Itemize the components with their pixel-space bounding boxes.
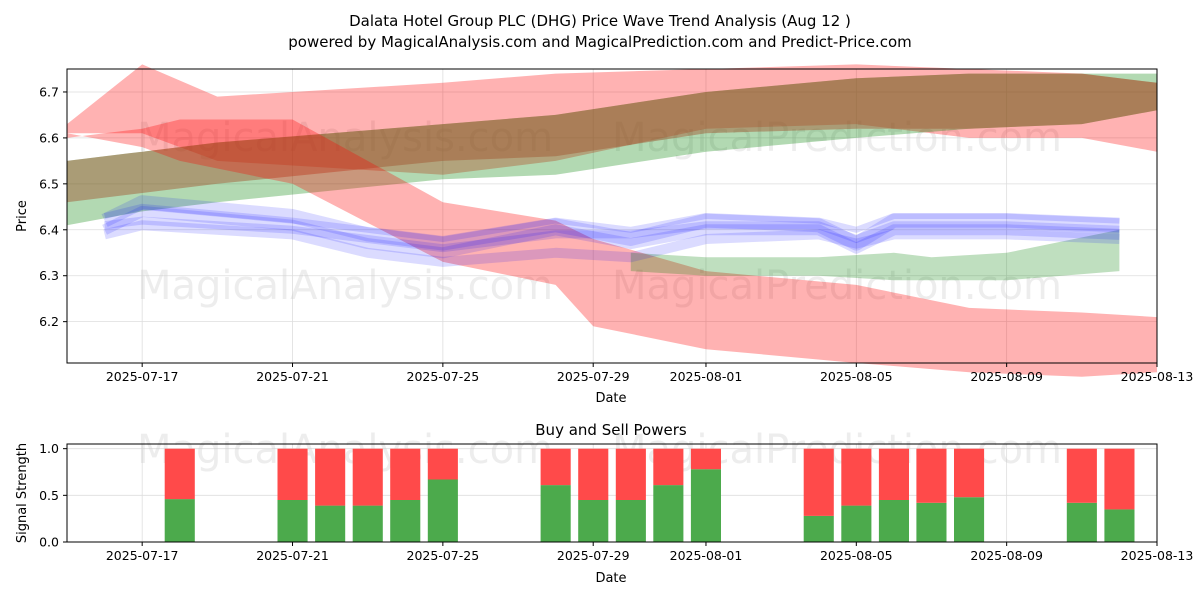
sell-power-bar [164, 448, 195, 500]
blue-wave-line [101, 195, 1120, 251]
sell-power-bar [916, 448, 947, 503]
bottom-axes: 2025-07-17 2025-07-21 2025-07-25 2025-07-29… [39, 441, 1193, 563]
sell-power-bar [277, 448, 308, 500]
sell-power-bar [427, 448, 458, 480]
buy-power-bar [916, 502, 947, 542]
bottom-x-tick-label: 2025-07-25 [407, 548, 480, 563]
bottom-y-tick-label: 1.0 [39, 441, 59, 456]
bottom-y-tick-label: 0.0 [39, 535, 59, 550]
top-y-tick-label: 6.6 [39, 130, 59, 145]
bottom-x-tick-label: 2025-08-13 [1121, 548, 1194, 563]
blue-wave-line [102, 205, 1120, 259]
green-upper-band [67, 73, 1157, 226]
sell-power-bar [954, 448, 985, 498]
watermark-text: MagicalAnalysis.com [137, 115, 553, 161]
brown-overlap-band [67, 73, 1157, 203]
top-x-tick-label: 2025-07-29 [557, 369, 630, 384]
top-x-tick-label: 2025-07-21 [256, 369, 329, 384]
buy-power-bar [653, 485, 684, 542]
top-y-tick-label: 6.5 [39, 176, 59, 191]
bottom-x-tick-label: 2025-08-05 [820, 548, 893, 563]
sell-power-bar [690, 448, 721, 470]
top-y-axis-label: Price [15, 200, 30, 232]
bottom-x-tick-label: 2025-07-21 [256, 548, 329, 563]
blue-wave-line [104, 216, 1120, 253]
wave-lines [101, 195, 1120, 267]
sell-power-bar [1066, 448, 1097, 503]
top-x-tick-label: 2025-08-05 [820, 369, 893, 384]
buy-power-bar [427, 479, 458, 542]
bottom-x-axis-label: Date [595, 571, 626, 586]
top-y-tick-label: 6.7 [39, 84, 59, 99]
bottom-x-tick-label: 2025-08-01 [670, 548, 743, 563]
sell-power-bar [615, 448, 646, 500]
buy-power-bar [578, 500, 609, 542]
red-lower-band [67, 119, 1157, 377]
buy-power-bar [841, 505, 872, 542]
top-plot-frame [66, 68, 1158, 364]
top-gridlines [67, 69, 1158, 363]
bottom-y-axis-label: Signal Strength [15, 443, 30, 543]
top-y-tick-label: 6.4 [39, 222, 59, 237]
buy-power-bar [352, 505, 383, 542]
blue-wave-line [103, 203, 1120, 242]
bottom-x-tick-label: 2025-08-09 [970, 548, 1043, 563]
top-axes: 2025-07-17 2025-07-21 2025-07-25 2025-07-29… [39, 68, 1194, 384]
bottom-x-tick-label: 2025-07-29 [557, 548, 630, 563]
sell-power-bar [578, 448, 609, 500]
watermark-text: MagicalPrediction.com [612, 115, 1062, 161]
red-upper-band [67, 64, 1157, 175]
sell-power-bar [878, 448, 909, 500]
buy-power-bar [315, 505, 346, 542]
top-y-tick-label: 6.2 [39, 314, 59, 329]
chart-subtitle: powered by MagicalAnalysis.com and Magic… [288, 33, 912, 51]
price-wave-panel: MagicalAnalysis.com MagicalPrediction.com… [15, 64, 1193, 406]
watermark-text: MagicalAnalysis.com [137, 263, 553, 309]
bottom-plot-frame [66, 443, 1158, 543]
sell-power-bar [803, 448, 834, 516]
price-bands [67, 64, 1157, 377]
sell-power-bar [540, 448, 571, 486]
watermark-text: MagicalPrediction.com [612, 263, 1062, 309]
sell-power-bar [352, 448, 383, 506]
top-x-tick-label: 2025-08-09 [970, 369, 1043, 384]
buy-power-bar [690, 469, 721, 542]
blue-wave-line [103, 220, 1120, 267]
sell-power-bar [1104, 448, 1135, 510]
bottom-y-tick-label: 0.5 [39, 488, 59, 503]
signal-bars [164, 448, 1135, 542]
top-x-tick-label: 2025-08-13 [1121, 369, 1194, 384]
buy-power-bar [540, 485, 571, 542]
sell-power-bar [653, 448, 684, 486]
buy-power-bar [164, 499, 195, 542]
top-x-tick-label: 2025-07-17 [106, 369, 179, 384]
buy-power-bar [954, 497, 985, 542]
buy-power-bar [1066, 502, 1097, 542]
buy-power-bar [878, 500, 909, 542]
sell-power-bar [841, 448, 872, 506]
buy-power-bar [277, 500, 308, 542]
sell-power-bar [390, 448, 421, 500]
bottom-chart-title: Buy and Sell Powers [535, 421, 687, 439]
buy-power-bar [615, 500, 646, 542]
chart-title: Dalata Hotel Group PLC (DHG) Price Wave … [349, 12, 851, 30]
buy-power-bar [390, 500, 421, 542]
watermark-text: MagicalPrediction.com [612, 427, 1062, 473]
buy-power-bar [803, 515, 834, 542]
top-x-tick-label: 2025-08-01 [670, 369, 743, 384]
bottom-x-tick-label: 2025-07-17 [106, 548, 179, 563]
buy-power-bar [1104, 509, 1135, 542]
top-y-tick-label: 6.3 [39, 268, 59, 283]
buy-sell-panel: Buy and Sell Powers MagicalAnalysis.comM… [15, 421, 1193, 586]
top-x-axis-label: Date [595, 391, 626, 406]
top-x-tick-label: 2025-07-25 [407, 369, 480, 384]
sell-power-bar [315, 448, 346, 506]
top-watermarks: MagicalAnalysis.com MagicalPrediction.com… [137, 115, 1062, 309]
green-lower-band [630, 229, 1120, 281]
